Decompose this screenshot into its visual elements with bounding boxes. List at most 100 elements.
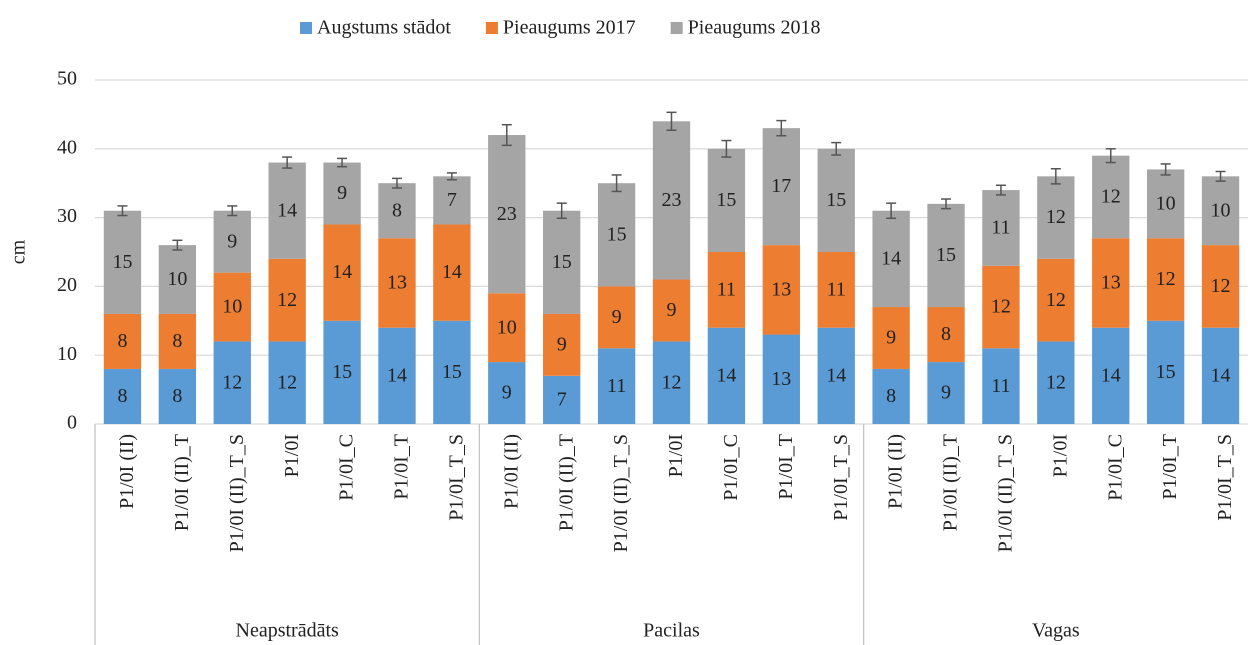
bar-segment [488,293,526,363]
y-tick-label: 40 [57,136,77,158]
bar-segment [1037,176,1075,259]
bar-segment [597,286,636,349]
data-label: 9 [227,230,237,252]
data-label: 15 [332,361,352,383]
data-label: 12 [1156,268,1176,290]
bar-segment [1201,176,1240,246]
bar-segment [1092,155,1130,239]
data-label: 8 [117,330,127,352]
x-tick-label: P1/0I (II)_T_S [226,434,248,552]
bar-segment [707,148,746,252]
y-tick-label: 30 [57,205,77,227]
data-label: 9 [886,327,896,349]
data-label: 23 [662,189,682,211]
legend-swatch [300,22,312,34]
bar-segment [1146,238,1185,321]
bar-segment [1146,320,1185,424]
data-label: 9 [612,306,622,328]
data-label: 9 [337,182,347,204]
x-tick-label: P1/0I_C [720,434,742,501]
data-label: 17 [771,175,791,197]
data-label: 10 [167,268,187,290]
x-tick-label: P1/0I (II)_T [171,434,193,531]
data-label: 12 [277,371,297,393]
x-tick-label: P1/0I [1049,434,1071,477]
legend-label: Pieaugums 2018 [688,17,821,39]
data-label: 14 [387,364,407,386]
x-tick-label: P1/0I_T_S [1214,434,1236,521]
bar-segment [817,148,855,252]
bar-segment [1146,169,1185,239]
y-tick-label: 50 [57,68,77,90]
bar-segment [543,210,581,314]
data-label: 12 [277,289,297,311]
x-tick-label: P1/0I (II) [885,434,907,509]
bar-segment [433,224,471,321]
data-label: 15 [112,251,132,273]
y-axis-label: cm [8,239,30,264]
x-tick-label: P1/0I_T_S [445,434,467,521]
data-label: 8 [886,385,896,407]
y-tick-label: 10 [57,343,77,365]
x-tick-label: P1/0I_T [391,434,413,500]
bar-segment [103,368,142,424]
y-tick-label: 0 [67,412,77,434]
group-label: Vagas [1032,620,1080,642]
x-tick-label: P1/0I (II)_T_S [610,434,632,552]
data-label: 14 [277,199,297,221]
data-label: 10 [222,296,242,318]
data-label: 7 [447,189,457,211]
bar-segment [103,313,142,369]
data-label: 10 [1156,192,1176,214]
data-label: 12 [662,371,682,393]
data-label: 11 [607,375,626,397]
data-label: 15 [936,244,956,266]
data-label: 15 [552,251,572,273]
data-label: 14 [1211,364,1231,386]
data-label: 14 [442,261,462,283]
data-label: 14 [332,261,352,283]
bar-segment [323,162,361,225]
x-tick-label: P1/0I_T_S [830,434,852,521]
data-label: 15 [716,189,736,211]
legend-swatch [485,22,498,34]
bar-segment [213,272,251,342]
data-label: 15 [607,223,627,245]
bar-segment [652,279,691,342]
bar-segment [982,348,1020,424]
bar-segment [488,135,526,294]
data-label: 11 [991,375,1010,397]
bar-segment [433,176,471,225]
data-label: 11 [717,278,736,300]
bar-segment [762,245,800,335]
legend-label: Augstums stādot [317,17,451,39]
group-label: Neapstrādāts [236,620,340,642]
bar-segment [1037,258,1075,342]
legend-swatch [670,22,683,34]
data-label: 13 [387,272,407,294]
x-tick-label: P1/0I (II) [500,434,522,509]
x-tick-label: P1/0I [281,434,303,477]
data-label: 8 [392,199,402,221]
x-tick-label: P1/0I (II)_T [940,434,962,531]
bar-segment [378,183,416,239]
x-tick-label: P1/0I_C [1104,434,1126,501]
data-label: 12 [1101,186,1121,208]
x-tick-label: P1/0I (II)_T [555,434,577,531]
data-label: 12 [1046,289,1066,311]
bar-segment [927,203,965,308]
data-label: 14 [716,364,736,386]
bar-segment [158,245,197,314]
data-label: 12 [222,371,242,393]
data-label: 9 [502,382,512,404]
bar-segment [597,183,636,287]
data-label: 8 [941,323,951,345]
bar-segment [213,210,251,273]
bar-segment [268,341,306,424]
bar-segment [1092,238,1130,328]
x-tick-label: P1/0I_T [775,434,797,500]
bar-segment [707,252,746,328]
data-label: 11 [991,217,1010,239]
bar-segment [872,210,910,308]
